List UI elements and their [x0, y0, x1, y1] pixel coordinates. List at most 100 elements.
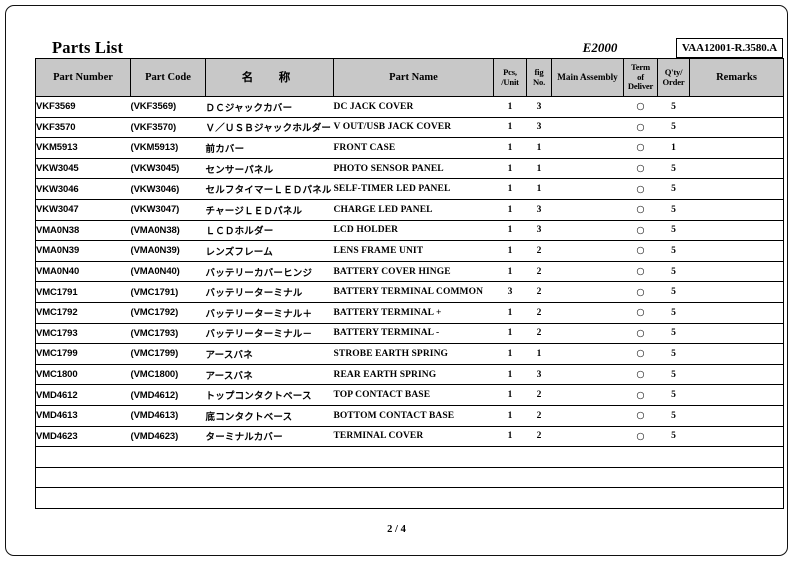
cell-part-code: (VMC1800)	[130, 363, 206, 386]
table-row: VMC1791 (VMC1791) バッテリーターミナル BATTERY TERMIN…	[35, 281, 784, 303]
cell-name-jp: セルフタイマーＬＥＤパネル	[205, 178, 334, 200]
cell-term-of-deliver: ○	[623, 157, 658, 180]
cell-fig-no: 1	[526, 157, 552, 180]
cell-remarks	[689, 322, 784, 345]
cell-main-assembly	[551, 404, 624, 427]
cell-empty	[205, 446, 334, 468]
cell-empty	[130, 487, 206, 509]
parts-table: Part Number Part Code 名 称 Part Name Pcs,…	[35, 58, 784, 509]
cell-main-assembly	[551, 281, 624, 303]
table-header: Part Number Part Code 名 称 Part Name Pcs,…	[35, 58, 784, 97]
cell-pcs-unit: 1	[493, 240, 527, 262]
cell-qty-order: 5	[657, 322, 690, 345]
col-header-qty-line1: Q'ty/	[664, 66, 683, 77]
cell-qty-order: 5	[657, 198, 690, 221]
cell-part-name: V OUT/USB JACK COVER	[333, 116, 494, 139]
cell-qty-order: 5	[657, 384, 690, 406]
cell-fig-no: 1	[526, 178, 552, 200]
cell-part-name: BATTERY COVER HINGE	[333, 260, 494, 283]
cell-remarks	[689, 157, 784, 180]
cell-pcs-unit: 1	[493, 322, 527, 345]
cell-name-jp: ＤＣジャックカバー	[205, 96, 334, 118]
cell-term-of-deliver: ○	[623, 96, 658, 118]
cell-part-number: VMC1792	[35, 301, 131, 324]
cell-term-of-deliver: ○	[623, 425, 658, 448]
cell-pcs-unit: 1	[493, 137, 527, 159]
col-header-part-number: Part Number	[35, 58, 131, 97]
cell-main-assembly	[551, 260, 624, 283]
cell-fig-no: 2	[526, 384, 552, 406]
cell-part-number: VMC1793	[35, 322, 131, 345]
cell-empty	[526, 446, 552, 468]
cell-part-number: VKF3569	[35, 96, 131, 118]
cell-main-assembly	[551, 240, 624, 262]
col-header-pcs-unit: Pcs, /Unit	[493, 58, 527, 97]
cell-qty-order: 1	[657, 137, 690, 159]
cell-pcs-unit: 1	[493, 198, 527, 221]
cell-empty	[623, 466, 658, 489]
cell-empty	[493, 487, 527, 509]
table-row: VKF3570 (VKF3570) Ｖ／ＵＳＢジャックホルダー V OUT/USB J…	[35, 116, 784, 139]
cell-part-name: BATTERY TERMINAL +	[333, 301, 494, 324]
cell-fig-no: 3	[526, 363, 552, 386]
cell-main-assembly	[551, 425, 624, 448]
cell-fig-no: 2	[526, 301, 552, 324]
cell-term-of-deliver: ○	[623, 322, 658, 345]
cell-pcs-unit: 1	[493, 178, 527, 200]
cell-main-assembly	[551, 301, 624, 324]
table-row: VKF3569 (VKF3569) ＤＣジャックカバー DC JACK COVER 1 3…	[35, 96, 784, 118]
cell-remarks	[689, 240, 784, 262]
cell-part-code: (VMD4613)	[130, 404, 206, 427]
cell-remarks	[689, 198, 784, 221]
table-row-empty	[35, 487, 784, 509]
cell-name-jp: アースバネ	[205, 363, 334, 386]
cell-remarks	[689, 363, 784, 386]
cell-fig-no: 2	[526, 281, 552, 303]
col-header-part-code: Part Code	[130, 58, 206, 97]
cell-main-assembly	[551, 219, 624, 242]
table-body: VKF3569 (VKF3569) ＤＣジャックカバー DC JACK COVER 1 3…	[35, 96, 784, 509]
cell-part-code: (VMC1791)	[130, 281, 206, 303]
cell-empty	[689, 487, 784, 509]
cell-empty	[623, 487, 658, 509]
cell-part-number: VMD4612	[35, 384, 131, 406]
cell-name-jp: バッテリーカバーヒンジ	[205, 260, 334, 283]
cell-term-of-deliver: ○	[623, 198, 658, 221]
cell-term-of-deliver: ○	[623, 260, 658, 283]
col-header-fig-no: fig No.	[526, 58, 552, 97]
table-row: VKW3046 (VKW3046) セルフタイマーＬＥＤパネル SELF-TIMER …	[35, 178, 784, 200]
cell-part-code: (VKW3046)	[130, 178, 206, 200]
cell-main-assembly	[551, 384, 624, 406]
cell-empty	[623, 446, 658, 468]
cell-fig-no: 2	[526, 404, 552, 427]
cell-pcs-unit: 1	[493, 219, 527, 242]
cell-part-code: (VKW3047)	[130, 198, 206, 221]
col-header-qty-order: Q'ty/ Order	[657, 58, 690, 97]
cell-fig-no: 3	[526, 116, 552, 139]
cell-part-name: LCD HOLDER	[333, 219, 494, 242]
cell-main-assembly	[551, 137, 624, 159]
cell-part-name: LENS FRAME UNIT	[333, 240, 494, 262]
cell-fig-no: 3	[526, 219, 552, 242]
cell-remarks	[689, 301, 784, 324]
cell-part-code: (VMC1792)	[130, 301, 206, 324]
cell-part-code: (VKW3045)	[130, 157, 206, 180]
table-row: VMD4613 (VMD4613) 底コンタクトベース BOTTOM CONTACT …	[35, 404, 784, 427]
cell-remarks	[689, 281, 784, 303]
model-name: E2000	[582, 40, 618, 55]
cell-qty-order: 5	[657, 301, 690, 324]
cell-part-code: (VMA0N39)	[130, 240, 206, 262]
cell-term-of-deliver: ○	[623, 137, 658, 159]
cell-name-jp: バッテリーターミナル－	[205, 322, 334, 345]
col-header-qty-line2: Order	[662, 76, 685, 87]
cell-part-name: FRONT CASE	[333, 137, 494, 159]
cell-qty-order: 5	[657, 260, 690, 283]
page-footer: 2 / 4	[387, 524, 406, 535]
cell-qty-order: 5	[657, 219, 690, 242]
cell-pcs-unit: 1	[493, 384, 527, 406]
cell-empty	[657, 446, 690, 468]
col-header-term-line2: of	[637, 71, 644, 82]
cell-term-of-deliver: ○	[623, 301, 658, 324]
cell-remarks	[689, 96, 784, 118]
